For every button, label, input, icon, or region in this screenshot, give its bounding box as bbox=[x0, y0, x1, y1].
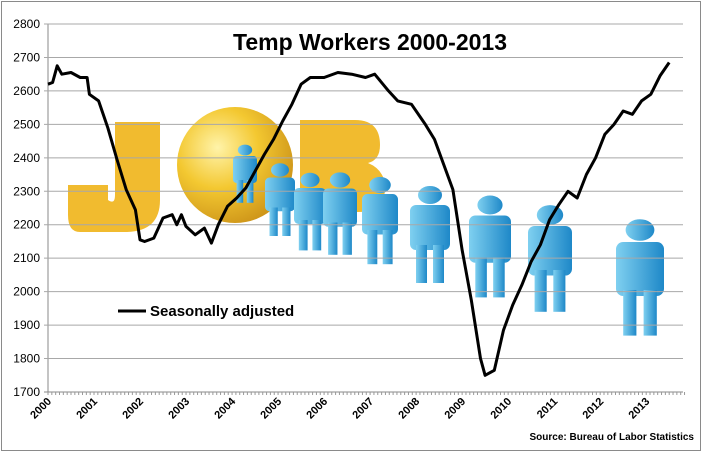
y-tick-label: 1900 bbox=[13, 318, 40, 332]
y-tick-label: 2700 bbox=[13, 50, 40, 64]
x-tick-label: 2000 bbox=[28, 396, 54, 422]
series-line-seasonally-adjusted bbox=[47, 61, 671, 377]
x-tick-label: 2007 bbox=[350, 396, 376, 422]
person-figure bbox=[410, 186, 450, 283]
legend: Seasonally adjusted bbox=[118, 303, 294, 320]
y-tick-label: 2300 bbox=[13, 184, 40, 198]
person-figure bbox=[616, 219, 664, 336]
blue-people-figures bbox=[233, 144, 664, 336]
x-tick-label: 2005 bbox=[258, 396, 284, 422]
y-tick-label: 2000 bbox=[13, 285, 40, 299]
x-tick-label: 2011 bbox=[535, 396, 560, 421]
x-tick-label: 2003 bbox=[166, 396, 192, 422]
y-tick-label: 2500 bbox=[13, 117, 40, 131]
y-tick-label: 2400 bbox=[13, 151, 40, 165]
person-figure bbox=[265, 163, 295, 236]
person-figure bbox=[469, 195, 511, 298]
x-tick-label: 2009 bbox=[442, 396, 468, 422]
x-tick-label: 2002 bbox=[120, 396, 146, 422]
jobs-background-illustration bbox=[68, 107, 664, 336]
source-note: Source: Bureau of Labor Statistics bbox=[530, 432, 695, 443]
x-tick-label: 2010 bbox=[488, 396, 514, 422]
y-tick-label: 2100 bbox=[13, 251, 40, 265]
chart-title: Temp Workers 2000-2013 bbox=[233, 29, 507, 55]
x-tick-label: 2001 bbox=[74, 396, 100, 422]
x-tick-label: 2006 bbox=[304, 396, 330, 422]
x-tick-label: 2004 bbox=[212, 395, 238, 421]
person-figure bbox=[323, 172, 357, 255]
x-tick-label: 2012 bbox=[580, 396, 606, 422]
legend-label: Seasonally adjusted bbox=[150, 303, 294, 320]
y-tick-label: 1700 bbox=[13, 385, 40, 399]
x-tick-label: 2008 bbox=[396, 396, 422, 422]
x-tick-label: 2013 bbox=[627, 396, 653, 422]
person-figure bbox=[294, 172, 326, 251]
y-tick-label: 2600 bbox=[13, 84, 40, 98]
y-tick-label: 1800 bbox=[13, 352, 40, 366]
y-tick-label: 2800 bbox=[13, 17, 40, 31]
letter-j-graphic bbox=[68, 122, 160, 232]
y-tick-label: 2200 bbox=[13, 218, 40, 232]
